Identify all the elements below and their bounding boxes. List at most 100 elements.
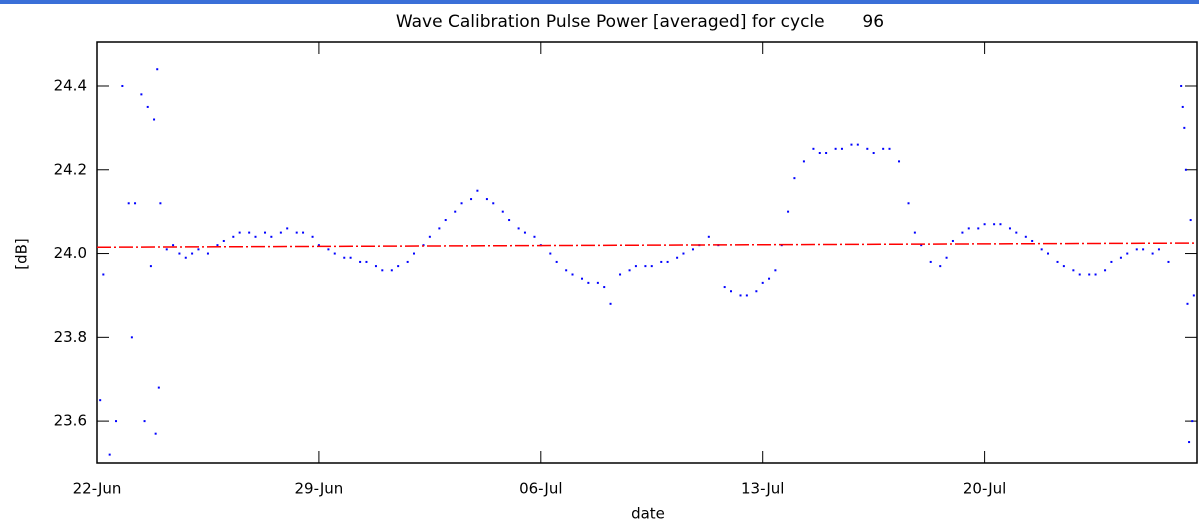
x-tick-label: 06-Jul [519, 480, 562, 498]
data-point [1180, 84, 1183, 87]
data-point [587, 281, 590, 284]
data-point [222, 239, 225, 242]
data-point [1078, 273, 1081, 276]
data-point [517, 227, 520, 230]
data-point [270, 235, 273, 238]
data-point [397, 265, 400, 268]
data-point [1189, 219, 1192, 222]
data-point [492, 202, 495, 205]
data-point [1094, 273, 1097, 276]
data-point [232, 235, 235, 238]
data-point [676, 256, 679, 259]
data-point [1072, 269, 1075, 272]
data-point [768, 277, 771, 280]
data-point [279, 231, 282, 234]
data-point [381, 269, 384, 272]
data-point [549, 252, 552, 255]
data-point [818, 152, 821, 155]
data-point [682, 252, 685, 255]
data-point [660, 260, 663, 263]
data-point [286, 227, 289, 230]
data-point [1167, 260, 1170, 263]
data-point [939, 265, 942, 268]
data-point [644, 265, 647, 268]
data-point [134, 202, 137, 205]
data-point [999, 223, 1002, 226]
data-point [907, 202, 910, 205]
x-tick-label: 22-Jun [73, 480, 122, 498]
data-point [945, 256, 948, 259]
data-point [898, 160, 901, 163]
data-point [238, 231, 241, 234]
x-axis-label: date [631, 505, 665, 523]
data-point [108, 453, 111, 456]
data-point [565, 269, 568, 272]
data-point [216, 244, 219, 247]
y-tick-label: 23.6 [54, 412, 87, 430]
data-point [691, 248, 694, 251]
data-point [850, 143, 853, 146]
data-point [1192, 294, 1195, 297]
data-point [872, 152, 875, 155]
data-point [460, 202, 463, 205]
data-point [666, 260, 669, 263]
data-point [197, 248, 200, 251]
data-point [178, 252, 181, 255]
data-point [102, 273, 105, 276]
data-point [184, 256, 187, 259]
data-point [438, 227, 441, 230]
x-tick-label: 29-Jun [295, 480, 344, 498]
data-point [650, 265, 653, 268]
data-point [206, 252, 209, 255]
data-point [888, 147, 891, 150]
data-point [127, 202, 130, 205]
data-point [311, 235, 314, 238]
data-point [153, 118, 156, 121]
data-point [157, 386, 160, 389]
data-point [1110, 260, 1113, 263]
data-point [856, 143, 859, 146]
data-point [745, 294, 748, 297]
data-point [739, 294, 742, 297]
data-point [1157, 248, 1160, 251]
chart-title: Wave Calibration Pulse Power [averaged] … [396, 12, 884, 32]
data-point [840, 147, 843, 150]
data-point [485, 198, 488, 201]
data-point [343, 256, 346, 259]
data-point [143, 420, 146, 423]
data-point [761, 281, 764, 284]
data-point [476, 189, 479, 192]
data-point [365, 260, 368, 263]
data-point [172, 244, 175, 247]
y-tick-label: 23.8 [54, 328, 87, 346]
data-point [628, 269, 631, 272]
data-point [149, 265, 152, 268]
x-tick-label: 20-Jul [963, 480, 1006, 498]
data-point [609, 302, 612, 305]
data-point [993, 223, 996, 226]
data-point [1104, 269, 1107, 272]
window-frame [0, 0, 1199, 4]
data-point [165, 248, 168, 251]
data-point [1015, 231, 1018, 234]
y-tick-label: 24.0 [54, 244, 87, 262]
data-point [295, 231, 298, 234]
data-point [302, 231, 305, 234]
y-tick-label: 24.2 [54, 160, 87, 178]
data-point [146, 105, 149, 108]
data-point [596, 281, 599, 284]
data-point [1126, 252, 1129, 255]
data-point [1056, 260, 1059, 263]
data-point [825, 152, 828, 155]
data-point [555, 260, 558, 263]
data-point [951, 239, 954, 242]
data-point [444, 219, 447, 222]
data-point [634, 265, 637, 268]
data-point [920, 244, 923, 247]
x-tick-label: 13-Jul [741, 480, 784, 498]
data-point [454, 210, 457, 213]
data-point [913, 231, 916, 234]
data-point [1184, 168, 1187, 171]
data-point [882, 147, 885, 150]
data-point [774, 269, 777, 272]
